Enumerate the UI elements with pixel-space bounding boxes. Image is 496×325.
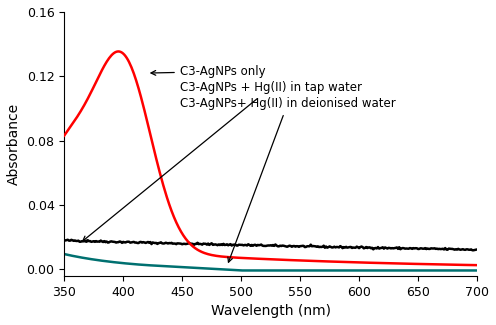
- Y-axis label: Absorbance: Absorbance: [7, 103, 21, 185]
- X-axis label: Wavelength (nm): Wavelength (nm): [211, 304, 331, 318]
- Text: C3-AgNPs only: C3-AgNPs only: [151, 65, 265, 78]
- Text: C3-AgNPs + Hg(II) in tap water: C3-AgNPs + Hg(II) in tap water: [83, 81, 362, 241]
- Text: C3-AgNPs+ Hg(II) in deionised water: C3-AgNPs+ Hg(II) in deionised water: [180, 97, 396, 262]
